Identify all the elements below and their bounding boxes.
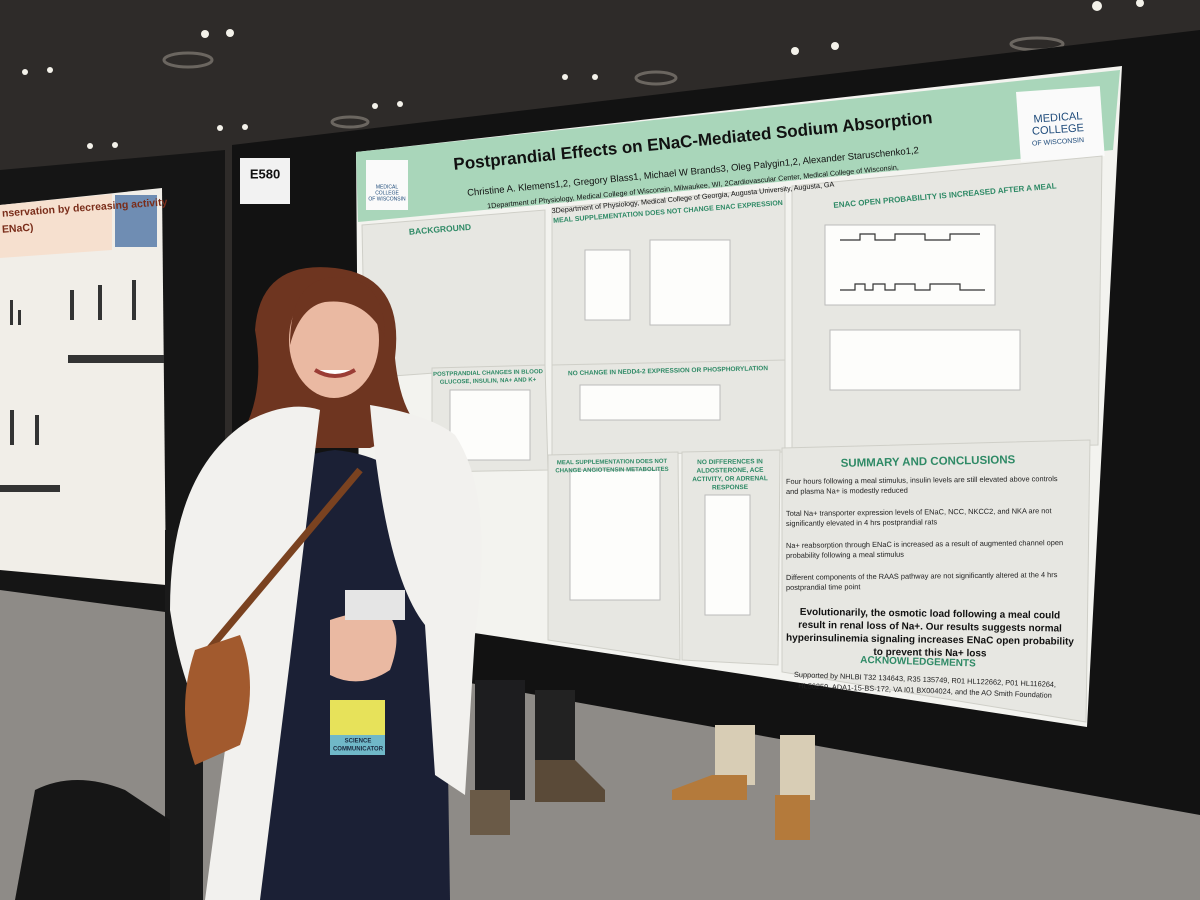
badge-text: SCIENCE COMMUNICATOR (333, 739, 384, 753)
logo-line: COLLEGE (1032, 122, 1085, 138)
summary-point: Na+ reabsorption through ENaC is increas… (786, 538, 1063, 550)
ack-heading: ACKNOWLEDGEMENTS (860, 655, 976, 670)
section-heading: ALDOSTERONE, ACE (696, 467, 764, 475)
badge-line: SCIENCE (345, 739, 372, 745)
badge-line: COMMUNICATOR (333, 747, 384, 753)
left-poster-title-line: ENaC) (2, 222, 34, 236)
summary-conclusion: hyperinsulinemia signaling increases ENa… (786, 633, 1074, 648)
trace-lines (840, 233, 985, 291)
logo-line: OF WISCONSIN (368, 196, 406, 202)
summary-point: and plasma Na+ is modestly reduced (786, 486, 908, 496)
section-heading: GLUCOSE, INSULIN, NA+ AND K+ (440, 377, 537, 386)
summary-point: postprandial time point (786, 582, 860, 592)
left-poster-charts (0, 280, 164, 492)
summary-conclusion: Evolutionarily, the osmotic load followi… (800, 607, 1061, 622)
section-heading: POSTPRANDIAL CHANGES IN BLOOD (433, 369, 544, 378)
summary-conclusion: to prevent this Na+ loss (873, 647, 987, 660)
section-heading: NO DIFFERENCES IN (697, 458, 763, 466)
summary-heading: SUMMARY AND CONCLUSIONS (841, 454, 1016, 470)
person (170, 267, 482, 900)
section-heading: CHANGE ANGIOTENSIN METABOLITES (555, 467, 668, 475)
poster-header (356, 70, 1120, 222)
summary-conclusion: result in renal loss of Na+. Our results… (798, 620, 1062, 635)
figure-blocks (449, 224, 1021, 616)
logo-box-right (1016, 86, 1105, 162)
summary-point: Different components of the RAAS pathway… (786, 570, 1058, 582)
booth-sign (240, 158, 290, 204)
section-heading: BACKGROUND (408, 222, 471, 237)
backpack (15, 780, 170, 900)
left-poster-photo (115, 195, 157, 247)
summary-point: probability following a meal stimulus (786, 550, 904, 560)
background-people (470, 680, 815, 840)
booth-number: E580 (250, 166, 280, 181)
ceiling-lights (22, 0, 1144, 149)
left-poster-banner (0, 194, 112, 258)
summary-point: Four hours following a meal stimulus, in… (786, 474, 1058, 486)
section-heading: RESPONSE (712, 484, 749, 492)
summary-point: Total Na+ transporter expression levels … (786, 506, 1052, 518)
logo-line: MEDICAL (376, 184, 398, 190)
logo-line: MEDICAL (1033, 110, 1083, 125)
summary-point: significantly elevated in 4 hrs postpran… (786, 517, 938, 528)
logo-line: OF WISCONSIN (1032, 137, 1084, 148)
logo-box-left (366, 160, 408, 210)
logo-line: COLLEGE (375, 190, 399, 196)
section-heading: ACTIVITY, OR ADRENAL (692, 475, 768, 483)
section-heading: MEAL SUPPLEMENTATION DOES NOT (557, 459, 668, 467)
